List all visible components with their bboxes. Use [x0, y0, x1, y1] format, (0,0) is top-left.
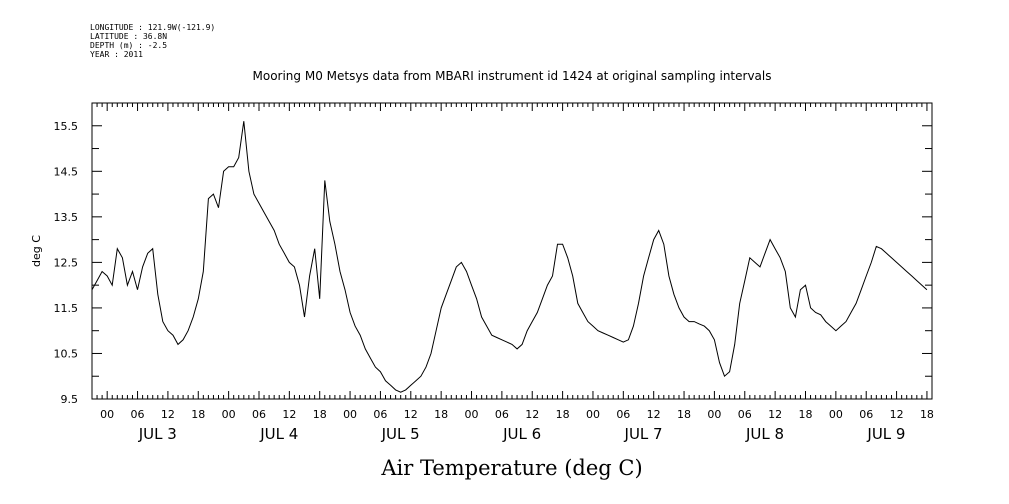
x-tick-label: 06 — [859, 408, 873, 421]
x-tick-label: 00 — [707, 408, 721, 421]
series-line-air-temperature — [91, 121, 928, 393]
plot-frame — [91, 102, 933, 400]
x-tick-label: 00 — [829, 408, 843, 421]
x-tick-labels: 00 06 12 18 00 06 12 18 00 06 12 18 00 06 12 18 00 06 12 18… — [100, 408, 934, 443]
metadata-latitude: LATITUDE : 36.8N — [90, 32, 168, 41]
y-tick-label: 15.5 — [54, 120, 79, 133]
x-tick-label: 06 — [495, 408, 509, 421]
x-tick-label: 12 — [647, 408, 661, 421]
x-tick-label: 18 — [798, 408, 812, 421]
x-day-label: JUL 4 — [259, 425, 298, 443]
x-day-label: JUL 8 — [745, 425, 784, 443]
y-tick-label: 12.5 — [54, 256, 79, 269]
metadata-year: YEAR : 2011 — [90, 50, 143, 59]
metadata-depth: DEPTH (m) : -2.5 — [90, 41, 168, 50]
x-tick-label: 12 — [161, 408, 175, 421]
x-day-label: JUL 5 — [381, 425, 420, 443]
x-tick-label: 18 — [191, 408, 205, 421]
x-day-label: JUL 9 — [866, 425, 905, 443]
x-tick-label: 06 — [252, 408, 266, 421]
y-tick-label: 9.5 — [61, 393, 79, 406]
x-tick-label: 18 — [920, 408, 934, 421]
x-tick-label: 12 — [768, 408, 782, 421]
x-tick-label: 18 — [677, 408, 691, 421]
x-tick-label: 06 — [373, 408, 387, 421]
x-day-label: JUL 6 — [502, 425, 541, 443]
x-axis-label: Air Temperature (deg C) — [380, 456, 642, 480]
y-tick-labels: 9.5 10.5 11.5 12.5 13.5 14.5 15.5 — [54, 120, 79, 406]
x-tick-label: 00 — [343, 408, 357, 421]
x-tick-label: 18 — [434, 408, 448, 421]
y-tick-label: 14.5 — [54, 165, 79, 178]
x-tick-label: 06 — [738, 408, 752, 421]
metadata-longitude: LONGITUDE : 121.9W(-121.9) — [90, 23, 216, 32]
x-tick-label: 12 — [525, 408, 539, 421]
y-tick-label: 10.5 — [54, 347, 79, 360]
x-tick-label: 00 — [100, 408, 114, 421]
axis-ticks — [91, 102, 933, 400]
chart-title: Mooring M0 Metsys data from MBARI instru… — [253, 69, 772, 83]
y-axis-label: deg C — [30, 235, 43, 267]
x-tick-label: 12 — [890, 408, 904, 421]
x-tick-label: 12 — [282, 408, 296, 421]
x-tick-label: 00 — [222, 408, 236, 421]
x-tick-label: 06 — [616, 408, 630, 421]
y-tick-label: 13.5 — [54, 211, 79, 224]
x-day-label: JUL 7 — [624, 425, 663, 443]
x-tick-label: 18 — [556, 408, 570, 421]
y-tick-label: 11.5 — [54, 302, 79, 315]
x-tick-label: 18 — [313, 408, 327, 421]
x-tick-label: 00 — [586, 408, 600, 421]
x-tick-label: 12 — [404, 408, 418, 421]
x-day-label: JUL 3 — [138, 425, 177, 443]
x-tick-label: 00 — [465, 408, 479, 421]
x-tick-label: 06 — [131, 408, 145, 421]
